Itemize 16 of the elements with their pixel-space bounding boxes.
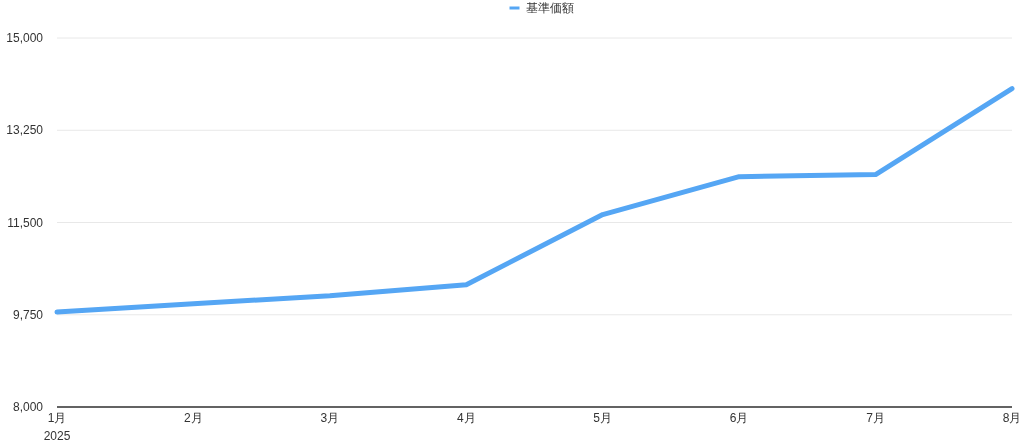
y-tick-label: 8,000 <box>12 400 44 414</box>
x-tick-label: 8月 <box>1002 411 1022 425</box>
x-tick-label: 5月 <box>593 411 613 425</box>
y-tick-label: 13,250 <box>6 123 44 138</box>
x-tick-label: 1月 <box>47 411 67 425</box>
text: 2025 <box>43 429 71 442</box>
x-tick-label: 6月 <box>729 411 749 425</box>
y-tick-label: 15,000 <box>6 31 44 45</box>
legend: 基準価額 <box>509 1 574 15</box>
x-tick-label: 7月 <box>866 411 885 425</box>
x-tick-label: 3月 <box>320 411 340 425</box>
x-tick-label: 2月 <box>184 411 203 425</box>
y-tick-label: 9,750 <box>12 307 44 322</box>
legend-label: 基準価額 <box>525 1 574 15</box>
x-tick-label: 4月 <box>456 411 476 425</box>
y-tick-label: 11,500 <box>7 215 44 230</box>
